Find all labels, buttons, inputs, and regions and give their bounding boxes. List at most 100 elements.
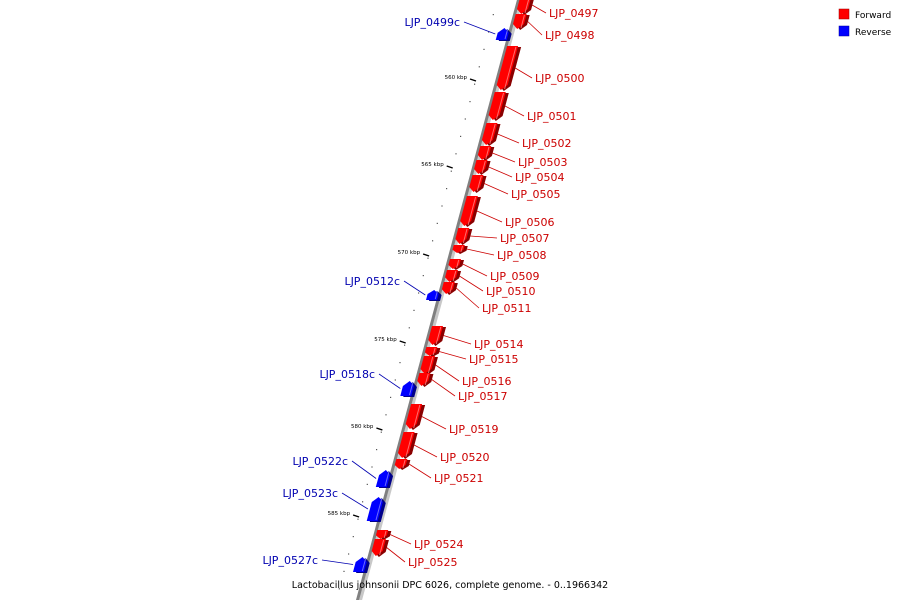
gene-label[interactable]: LJP_0505	[511, 188, 561, 201]
gene-highlight	[375, 497, 383, 521]
gene-leader-line	[413, 444, 438, 458]
gene-label[interactable]: LJP_0511	[482, 302, 532, 315]
gene-highlight	[467, 196, 477, 226]
gene-feature[interactable]	[417, 373, 434, 387]
gene-label[interactable]: LJP_0525	[408, 556, 458, 569]
gene-highlight	[449, 282, 454, 294]
minor-tick	[464, 118, 466, 120]
gene-feature[interactable]	[371, 539, 389, 557]
gene-label[interactable]: LJP_0517	[458, 390, 508, 403]
gene-label[interactable]: LJP_0524	[414, 538, 464, 551]
minor-tick	[362, 501, 364, 503]
gene-feature[interactable]	[452, 245, 468, 254]
gene-feature[interactable]	[375, 530, 392, 540]
gene-feature[interactable]	[428, 326, 447, 346]
major-tick-mark	[422, 253, 430, 257]
gene-label[interactable]: LJP_0501	[527, 110, 577, 123]
gene-highlight	[504, 28, 509, 40]
gene-feature[interactable]	[366, 497, 386, 522]
minor-tick	[488, 31, 490, 33]
gene-feature[interactable]	[481, 123, 501, 146]
gene-label[interactable]: LJP_0527c	[262, 554, 318, 567]
gene-label[interactable]: LJP_0519	[449, 423, 499, 436]
gene-leader-line	[476, 210, 503, 223]
gene-highlight	[524, 0, 530, 14]
minor-tick	[385, 414, 387, 416]
gene-leader-line	[403, 280, 426, 296]
gene-feature[interactable]	[375, 470, 394, 488]
gene-highlight	[435, 326, 442, 345]
minor-tick	[338, 588, 340, 590]
gene-label[interactable]: LJP_0523c	[282, 487, 338, 500]
gene-feature[interactable]	[424, 347, 441, 357]
gene-label[interactable]: LJP_0504	[515, 171, 565, 184]
gene-label[interactable]: LJP_0522c	[292, 455, 348, 468]
gene-label[interactable]: LJP_0502	[522, 137, 572, 150]
minor-tick	[483, 48, 485, 50]
gene-leader-line	[389, 534, 412, 545]
gene-label[interactable]: LJP_0506	[505, 216, 555, 229]
gene-feature[interactable]	[441, 282, 458, 295]
minor-tick	[343, 570, 345, 572]
legend-reverse-swatch	[838, 25, 850, 37]
gene-feature[interactable]	[353, 557, 370, 573]
gene-feature[interactable]	[405, 404, 426, 430]
gene-feature[interactable]	[513, 14, 530, 30]
gene-leader-line	[421, 416, 447, 430]
gene-label[interactable]: LJP_0512c	[344, 275, 400, 288]
gene-label[interactable]: LJP_0497	[549, 7, 599, 20]
gene-feature[interactable]	[488, 92, 509, 121]
gene-label[interactable]: LJP_0516	[462, 375, 512, 388]
gene-highlight	[460, 245, 463, 253]
gene-highlight	[434, 290, 438, 300]
gene-highlight	[384, 470, 390, 487]
gene-label[interactable]: LJP_0500	[535, 72, 585, 85]
gene-label[interactable]: LJP_0498	[545, 29, 595, 42]
gene-feature[interactable]	[455, 228, 473, 245]
minor-tick	[408, 327, 410, 329]
gene-label[interactable]: LJP_0503	[518, 156, 568, 169]
minor-tick	[371, 466, 373, 468]
gene-label[interactable]: LJP_0514	[474, 338, 524, 351]
gene-label[interactable]: LJP_0508	[497, 249, 547, 262]
gene-feature[interactable]	[398, 432, 418, 459]
gene-feature[interactable]	[460, 196, 481, 227]
gene-leader-line	[470, 235, 498, 239]
gene-feature[interactable]	[445, 270, 462, 283]
gene-leader-line	[435, 364, 460, 382]
minor-tick	[492, 14, 494, 16]
gene-feature[interactable]	[420, 356, 438, 375]
gene-feature[interactable]	[517, 0, 535, 15]
minor-tick	[404, 344, 406, 346]
gene-feature[interactable]	[448, 259, 464, 270]
gene-highlight	[409, 381, 414, 396]
gene-highlight	[489, 123, 496, 145]
gene-labels: LJP_0497 LJP_0498 LJP_0499c LJP_0500 LJP_050…	[262, 7, 598, 569]
gene-feature[interactable]	[400, 381, 417, 397]
gene-feature[interactable]	[394, 459, 411, 470]
gene-label[interactable]: LJP_0499c	[404, 16, 460, 29]
gene-label[interactable]: LJP_0521	[434, 472, 484, 485]
gene-label[interactable]: LJP_0520	[440, 451, 490, 464]
gene-feature[interactable]	[495, 28, 512, 41]
gene-feature[interactable]	[477, 146, 495, 161]
gene-feature[interactable]	[469, 175, 487, 193]
gene-leader-line	[504, 105, 525, 117]
gene-label[interactable]: LJP_0507	[500, 232, 550, 245]
major-tick-label: 575 kbp	[374, 337, 397, 343]
minor-tick	[352, 536, 354, 538]
gene-label[interactable]: LJP_0509	[490, 270, 540, 283]
gene-feature[interactable]	[496, 46, 522, 91]
backbone-shadow	[358, 0, 524, 600]
gene-highlight	[485, 146, 490, 160]
gene-label[interactable]: LJP_0510	[486, 285, 536, 298]
minor-tick	[432, 240, 434, 242]
gene-label[interactable]: LJP_0518c	[319, 368, 375, 381]
minor-tick	[446, 188, 448, 190]
gene-label[interactable]: LJP_0515	[469, 353, 519, 366]
minor-tick	[474, 83, 476, 85]
gene-highlight	[427, 356, 434, 374]
gene-feature[interactable]	[474, 160, 491, 175]
gene-feature[interactable]	[426, 290, 442, 301]
